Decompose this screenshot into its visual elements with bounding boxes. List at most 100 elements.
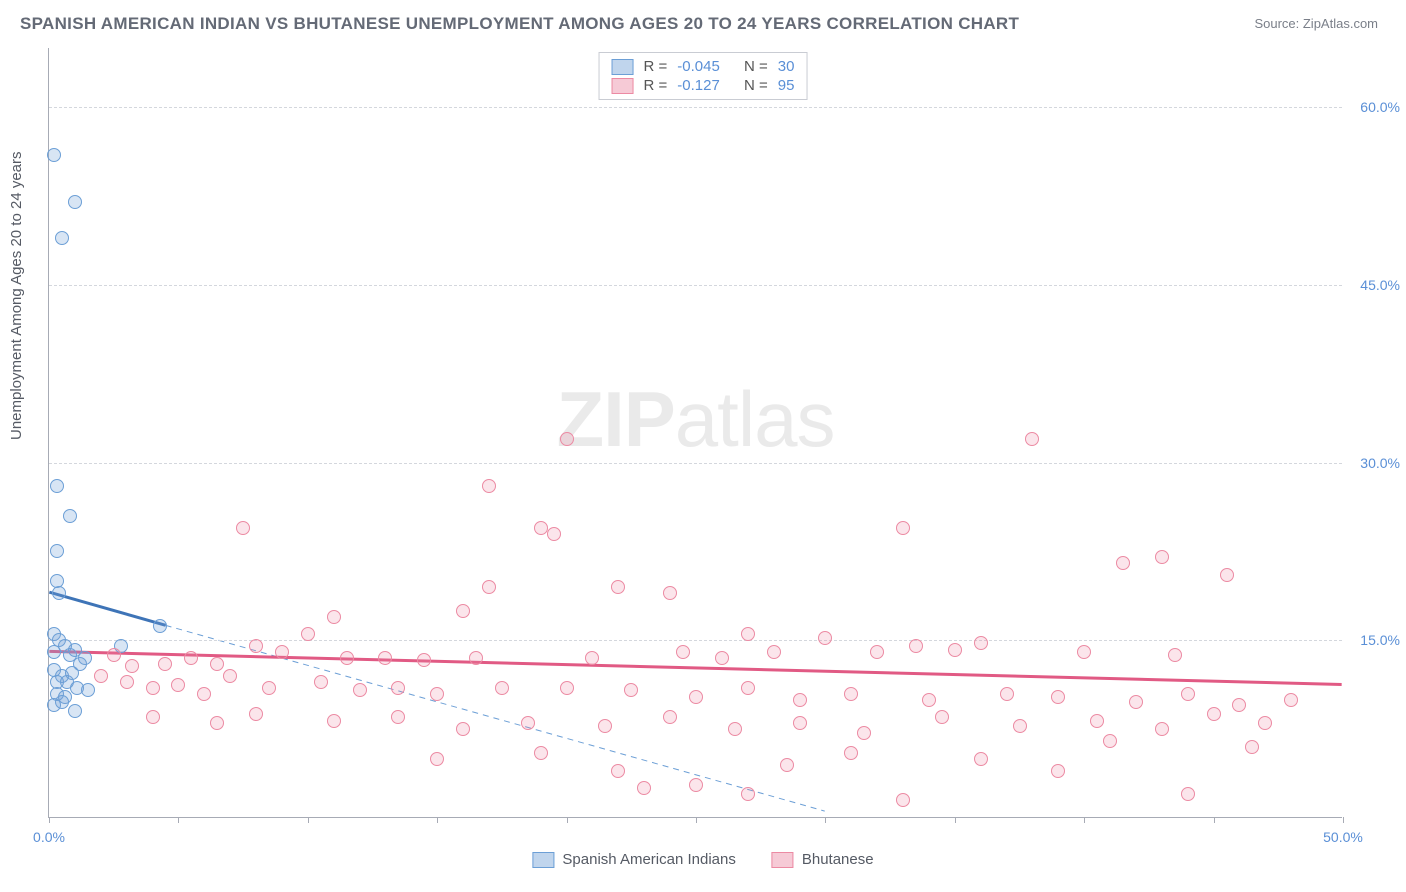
stats-legend: R = -0.045 N = 30 R = -0.127 N = 95 [599, 52, 808, 100]
legend-item-1: Spanish American Indians [532, 851, 735, 868]
data-point [47, 148, 61, 162]
data-point [689, 690, 703, 704]
x-tick-mark [49, 817, 50, 823]
r-value-2: -0.127 [677, 77, 720, 94]
x-tick-mark [437, 817, 438, 823]
data-point [171, 678, 185, 692]
data-point [1168, 648, 1182, 662]
data-point [844, 687, 858, 701]
data-point [598, 719, 612, 733]
legend-label-2: Bhutanese [802, 851, 874, 868]
data-point [534, 746, 548, 760]
swatch-blue-icon [612, 59, 634, 75]
data-point [1077, 645, 1091, 659]
data-point [50, 544, 64, 558]
gridline [49, 463, 1342, 464]
data-point [197, 687, 211, 701]
data-point [909, 639, 923, 653]
data-point [1000, 687, 1014, 701]
data-point [1155, 550, 1169, 564]
data-point [210, 657, 224, 671]
data-point [663, 710, 677, 724]
data-point [689, 778, 703, 792]
data-point [55, 231, 69, 245]
y-tick-label: 30.0% [1350, 455, 1400, 471]
data-point [896, 521, 910, 535]
data-point [146, 710, 160, 724]
swatch-pink-icon [612, 78, 634, 94]
data-point [65, 666, 79, 680]
data-point [611, 580, 625, 594]
y-axis-label: Unemployment Among Ages 20 to 24 years [8, 151, 25, 440]
data-point [482, 479, 496, 493]
data-point [1245, 740, 1259, 754]
data-point [353, 683, 367, 697]
watermark: ZIPatlas [556, 373, 834, 464]
data-point [844, 746, 858, 760]
data-point [107, 648, 121, 662]
data-point [1155, 722, 1169, 736]
data-point [637, 781, 651, 795]
data-point [210, 716, 224, 730]
data-point [249, 639, 263, 653]
data-point [417, 653, 431, 667]
data-point [870, 645, 884, 659]
n-value-1: 30 [778, 58, 795, 75]
x-tick-mark [1214, 817, 1215, 823]
data-point [780, 758, 794, 772]
data-point [974, 636, 988, 650]
data-point [741, 627, 755, 641]
data-point [456, 604, 470, 618]
data-point [857, 726, 871, 740]
data-point [184, 651, 198, 665]
data-point [767, 645, 781, 659]
data-point [469, 651, 483, 665]
data-point [327, 714, 341, 728]
data-point [1116, 556, 1130, 570]
x-tick-mark [696, 817, 697, 823]
data-point [340, 651, 354, 665]
source-label: Source: ZipAtlas.com [1254, 16, 1378, 31]
n-label: N = [744, 77, 768, 94]
data-point [974, 752, 988, 766]
data-point [301, 627, 315, 641]
x-tick-mark [178, 817, 179, 823]
data-point [611, 764, 625, 778]
data-point [1258, 716, 1272, 730]
x-tick-mark [567, 817, 568, 823]
data-point [935, 710, 949, 724]
data-point [1051, 690, 1065, 704]
data-point [560, 432, 574, 446]
stats-row-1: R = -0.045 N = 30 [612, 57, 795, 76]
data-point [1129, 695, 1143, 709]
data-point [146, 681, 160, 695]
correlation-chart: SPANISH AMERICAN INDIAN VS BHUTANESE UNE… [0, 0, 1406, 892]
data-point [430, 752, 444, 766]
data-point [793, 693, 807, 707]
data-point [896, 793, 910, 807]
data-point [676, 645, 690, 659]
data-point [55, 695, 69, 709]
chart-title: SPANISH AMERICAN INDIAN VS BHUTANESE UNE… [20, 14, 1019, 34]
swatch-pink-icon [772, 852, 794, 868]
data-point [1181, 787, 1195, 801]
gridline [49, 640, 1342, 641]
data-point [391, 681, 405, 695]
data-point [52, 586, 66, 600]
data-point [314, 675, 328, 689]
y-tick-label: 45.0% [1350, 277, 1400, 293]
data-point [94, 669, 108, 683]
x-tick-mark [1084, 817, 1085, 823]
y-tick-label: 60.0% [1350, 99, 1400, 115]
n-value-2: 95 [778, 77, 795, 94]
data-point [1090, 714, 1104, 728]
data-point [158, 657, 172, 671]
data-point [1051, 764, 1065, 778]
y-tick-label: 15.0% [1350, 632, 1400, 648]
x-tick-mark [1343, 817, 1344, 823]
data-point [68, 704, 82, 718]
data-point [922, 693, 936, 707]
data-point [521, 716, 535, 730]
data-point [741, 681, 755, 695]
legend-label-1: Spanish American Indians [562, 851, 735, 868]
